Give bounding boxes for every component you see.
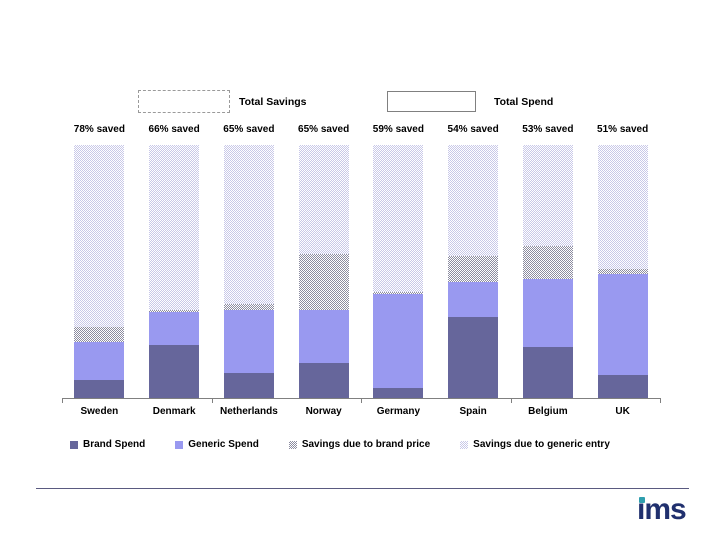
bar-slot: [511, 145, 586, 398]
axis-tick: [660, 398, 661, 403]
legend-swatch-icon: [288, 440, 297, 449]
saved-label: 65% saved: [223, 124, 275, 135]
stacked-bar-germany: [373, 145, 424, 398]
saved-label: 54% saved: [447, 124, 499, 135]
category-label: Germany: [376, 406, 421, 417]
bar-segment: [223, 309, 274, 373]
category-label: Denmark: [152, 406, 196, 417]
legend-item: Savings due to generic entry: [460, 439, 610, 450]
stacked-bar-norway: [298, 145, 349, 398]
bar-segment: [223, 145, 274, 305]
bar-segment: [74, 145, 125, 328]
ims-logo-text: ıms: [637, 493, 687, 526]
legend-swatch-icon: [175, 440, 184, 449]
stacked-bar-netherlands: [223, 145, 274, 398]
category-label: Belgium: [528, 406, 568, 417]
bar-segment: [74, 327, 125, 343]
footer-divider: [36, 488, 689, 489]
legend-label: Savings due to brand price: [301, 439, 431, 450]
total-spend-label: Total Spend: [494, 96, 554, 108]
bar-segment: [149, 309, 200, 313]
bar-segment: [298, 145, 349, 254]
stacked-bar-sweden: [74, 145, 125, 398]
bar-segment: [74, 380, 125, 398]
category-label: Spain: [459, 406, 487, 417]
bar-segment: [373, 291, 424, 295]
bar-segment: [373, 294, 424, 388]
bar-segment: [448, 145, 499, 257]
bar-segment: [149, 344, 200, 398]
saved-label: 53% saved: [522, 124, 574, 135]
bar-segment: [448, 281, 499, 317]
legend-item: Savings due to brand price: [288, 439, 431, 450]
saved-label: 65% saved: [298, 124, 350, 135]
bar-segment: [74, 342, 125, 381]
bar-segment: [298, 309, 349, 363]
saved-label: 51% saved: [597, 124, 649, 135]
bar-chart-plot-area: [62, 145, 660, 398]
category-label: Norway: [305, 406, 342, 417]
axis-tick: [361, 398, 362, 403]
bar-slot: [361, 145, 436, 398]
legend-label: Brand Spend: [83, 439, 146, 450]
legend-item: Brand Spend: [70, 439, 145, 450]
saved-label: 66% saved: [148, 124, 200, 135]
stacked-bar-uk: [597, 145, 648, 398]
series-legend: Brand Spend Generic Spend Savings due to b…: [70, 439, 610, 450]
category-labels-row: Sweden Denmark Netherlands Norway Germany Spa…: [62, 406, 660, 417]
bar-segment: [149, 312, 200, 345]
saved-label: 59% saved: [372, 124, 424, 135]
bar-segment: [522, 347, 573, 398]
axis-tick: [211, 398, 213, 403]
bar-segment: [597, 268, 648, 275]
total-savings-swatch: [138, 90, 230, 113]
bar-segment: [597, 145, 648, 269]
bar-slot: [62, 145, 137, 398]
total-savings-label: Total Savings: [239, 96, 307, 108]
bar-slot: [137, 145, 212, 398]
saved-label: 78% saved: [73, 124, 125, 135]
ims-logo-dot-icon: [639, 497, 645, 503]
stacked-bar-belgium: [522, 145, 573, 398]
category-label: Netherlands: [219, 406, 278, 417]
stacked-bar-spain: [448, 145, 499, 398]
saved-labels-row: 78% saved 66% saved 65% saved 65% saved 59% …: [62, 124, 660, 135]
bar-slot: [585, 145, 660, 398]
axis-tick: [510, 398, 512, 403]
bar-segment: [597, 274, 648, 376]
axis-tick: [62, 398, 63, 403]
bar-segment: [522, 246, 573, 280]
bar-segment: [223, 304, 274, 310]
bar-segment: [597, 375, 648, 398]
category-label: UK: [615, 406, 630, 417]
bar-slot: [212, 145, 287, 398]
bar-segment: [448, 317, 499, 398]
bar-segment: [223, 372, 274, 398]
category-label: Sweden: [80, 406, 119, 417]
legend-item: Generic Spend: [175, 439, 259, 450]
bar-segment: [298, 253, 349, 310]
bar-segment: [373, 145, 424, 292]
total-spend-swatch: [387, 91, 476, 112]
bar-segment: [373, 387, 424, 398]
bar-segment: [522, 279, 573, 348]
stacked-bar-denmark: [149, 145, 200, 398]
legend-swatch-icon: [70, 440, 78, 449]
bar-segment: [149, 145, 200, 310]
bar-segment: [298, 362, 349, 398]
legend-label: Savings due to generic entry: [473, 439, 610, 450]
bar-slot: [436, 145, 511, 398]
bar-slot: [286, 145, 361, 398]
bar-segment: [448, 256, 499, 282]
ims-logo: ıms: [637, 493, 687, 528]
legend-swatch-icon: [460, 440, 469, 449]
legend-label: Generic Spend: [188, 439, 259, 450]
bar-segment: [522, 145, 573, 247]
